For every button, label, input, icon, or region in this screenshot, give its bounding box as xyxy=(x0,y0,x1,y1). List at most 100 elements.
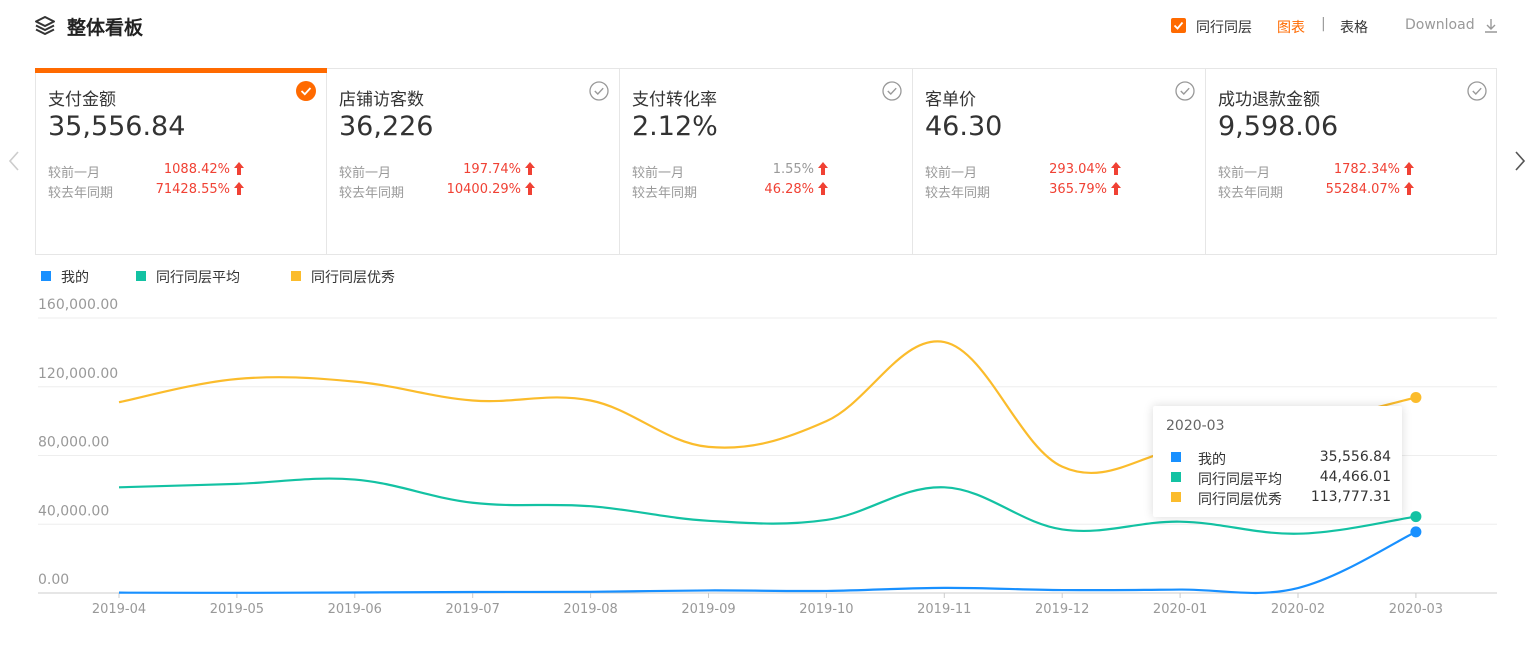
point-peer-avg xyxy=(1410,511,1422,523)
metric-title: 店铺访客数 xyxy=(339,90,424,110)
metric-card[interactable]: 支付金额 35,556.84 较前一月 1088.42% 较去年同期 71428.55% xyxy=(35,68,327,254)
tooltip-name: 我的 xyxy=(1198,452,1226,468)
x-tick-label: 2020-01 xyxy=(1153,602,1207,617)
arrow-up-icon xyxy=(818,162,828,175)
tooltip-swatch-mine xyxy=(1171,452,1181,462)
point-mine xyxy=(1410,526,1422,538)
compare-label: 较去年同期 xyxy=(339,186,405,201)
chevron-left-icon[interactable] xyxy=(6,150,22,172)
tooltip-swatch-peer-avg xyxy=(1171,472,1181,482)
metric-card[interactable]: 客单价 46.30 较前一月 293.04% 较去年同期 365.79% xyxy=(913,69,1206,254)
y-tick-label: 120,000.00 xyxy=(38,366,118,382)
tooltip-title: 2020-03 xyxy=(1166,418,1225,434)
layers-icon xyxy=(35,16,55,35)
x-tick-label: 2019-04 xyxy=(92,602,146,617)
x-tick-label: 2019-05 xyxy=(210,602,264,617)
x-tick-label: 2019-12 xyxy=(1035,602,1089,617)
compare-label: 较去年同期 xyxy=(48,186,114,201)
x-tick-label: 2020-02 xyxy=(1271,602,1325,617)
x-tick-label: 2019-08 xyxy=(563,602,617,617)
compare-label: 较前一月 xyxy=(925,166,978,181)
peer-compare-checkbox[interactable] xyxy=(1171,18,1186,33)
x-tick-label: 2019-07 xyxy=(446,602,500,617)
legend-swatch-mine xyxy=(41,271,51,281)
compare-value: 71428.55% xyxy=(155,182,230,197)
metric-value: 2.12% xyxy=(632,111,718,142)
tooltip-name: 同行同层平均 xyxy=(1198,472,1282,488)
compare-label: 较去年同期 xyxy=(1218,186,1284,201)
compare-label: 较前一月 xyxy=(339,166,392,181)
check-circle-icon[interactable] xyxy=(589,81,609,101)
point-peer-best xyxy=(1410,391,1422,403)
compare-label: 较去年同期 xyxy=(925,186,991,201)
compare-value: 1.55% xyxy=(772,162,814,177)
x-tick-label: 2019-10 xyxy=(799,602,853,617)
arrow-up-icon xyxy=(1111,162,1121,175)
check-circle-icon[interactable] xyxy=(296,81,316,101)
check-circle-icon[interactable] xyxy=(1467,81,1487,101)
compare-value: 293.04% xyxy=(1049,162,1107,177)
metric-title: 客单价 xyxy=(925,90,976,110)
metric-card[interactable]: 店铺访客数 36,226 较前一月 197.74% 较去年同期 10400.29% xyxy=(327,69,620,254)
arrow-up-icon xyxy=(818,182,828,195)
compare-value: 197.74% xyxy=(463,162,521,177)
metric-title: 成功退款金额 xyxy=(1218,90,1320,110)
legend-item-peer-best[interactable]: 同行同层优秀 xyxy=(311,270,395,286)
download-icon[interactable] xyxy=(1484,18,1498,33)
download-button[interactable]: Download xyxy=(1405,17,1475,33)
arrow-up-icon xyxy=(1404,162,1414,175)
arrow-up-icon xyxy=(1111,182,1121,195)
metric-value: 35,556.84 xyxy=(48,111,186,142)
x-tick-label: 2019-09 xyxy=(681,602,735,617)
compare-value: 365.79% xyxy=(1049,182,1107,197)
page-title: 整体看板 xyxy=(67,17,144,39)
tooltip-swatch-peer-best xyxy=(1171,492,1181,502)
compare-value: 46.28% xyxy=(764,182,814,197)
legend-item-peer-avg[interactable]: 同行同层平均 xyxy=(156,270,240,286)
view-separator: | xyxy=(1321,16,1326,32)
y-tick-label: 80,000.00 xyxy=(38,435,109,451)
tooltip-value: 35,556.84 xyxy=(1319,449,1391,465)
chart-view-toggle[interactable]: 图表 xyxy=(1277,20,1305,36)
arrow-up-icon xyxy=(1404,182,1414,195)
arrow-up-icon xyxy=(234,162,244,175)
series-line-peer-avg xyxy=(118,477,1417,535)
legend-item-mine[interactable]: 我的 xyxy=(61,270,89,286)
compare-value: 55284.07% xyxy=(1325,182,1400,197)
active-indicator xyxy=(35,68,327,73)
metric-value: 46.30 xyxy=(925,111,1003,142)
table-view-toggle[interactable]: 表格 xyxy=(1340,20,1368,36)
compare-value: 10400.29% xyxy=(446,182,521,197)
metric-value: 36,226 xyxy=(339,111,434,142)
chart-tooltip: 2020-03 我的 35,556.84 同行同层平均 44,466.01 同行… xyxy=(1153,406,1402,517)
compare-value: 1782.34% xyxy=(1333,162,1400,177)
arrow-up-icon xyxy=(234,182,244,195)
metric-card[interactable]: 成功退款金额 9,598.06 较前一月 1782.34% 较去年同期 55284.07% xyxy=(1206,69,1497,254)
metric-title: 支付转化率 xyxy=(632,90,717,110)
legend-swatch-peer-best xyxy=(291,271,301,281)
tooltip-value: 113,777.31 xyxy=(1310,489,1391,505)
metric-cards: 支付金额 35,556.84 较前一月 1088.42% 较去年同期 71428.55% 店… xyxy=(35,68,1497,255)
y-tick-label: 0.00 xyxy=(38,572,69,588)
series-line-mine xyxy=(118,530,1417,595)
tooltip-value: 44,466.01 xyxy=(1319,469,1391,485)
compare-label: 较前一月 xyxy=(632,166,685,181)
check-circle-icon[interactable] xyxy=(1175,81,1195,101)
arrow-up-icon xyxy=(525,162,535,175)
x-tick-label: 2019-06 xyxy=(328,602,382,617)
peer-compare-label[interactable]: 同行同层 xyxy=(1196,20,1252,36)
y-tick-label: 40,000.00 xyxy=(38,503,109,519)
chevron-right-icon[interactable] xyxy=(1512,150,1528,172)
tooltip-name: 同行同层优秀 xyxy=(1198,492,1282,508)
y-tick-label: 160,000.00 xyxy=(38,297,118,313)
compare-label: 较前一月 xyxy=(1218,166,1271,181)
check-icon xyxy=(1173,21,1184,30)
compare-value: 1088.42% xyxy=(163,162,230,177)
metric-card[interactable]: 支付转化率 2.12% 较前一月 1.55% 较去年同期 46.28% xyxy=(620,69,913,254)
x-tick-label: 2019-11 xyxy=(917,602,971,617)
metric-value: 9,598.06 xyxy=(1218,111,1339,142)
compare-label: 较去年同期 xyxy=(632,186,698,201)
compare-label: 较前一月 xyxy=(48,166,101,181)
arrow-up-icon xyxy=(525,182,535,195)
check-circle-icon[interactable] xyxy=(882,81,902,101)
